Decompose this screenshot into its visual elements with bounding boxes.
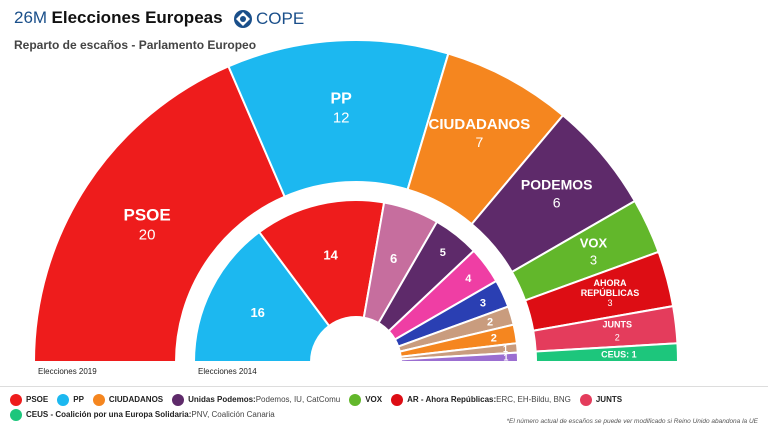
label-2019-psoe-name: PSOE (124, 206, 171, 225)
logo-text: COPE (256, 8, 305, 28)
cope-logo: COPE (233, 9, 304, 29)
legend-item: PSOE (10, 393, 49, 406)
label-2014-value-9: 1 (503, 353, 508, 363)
label-2019-psoe-value: 20 (139, 227, 156, 244)
label-2019-ceus: CEUS: 1 (601, 349, 637, 359)
legend-name: AR - Ahora Repúblicas: (407, 395, 497, 404)
legend-item: CEUS - Coalición por una Europa Solidari… (10, 408, 275, 421)
cope-logo-icon (234, 9, 253, 28)
header-prefix: 26M (14, 8, 48, 27)
legend-item: AR - Ahora Repúblicas: ERC, EH-Bildu, BN… (391, 393, 571, 406)
label-2014-value-1: 14 (323, 247, 338, 262)
label-2019-junts-name: JUNTS (602, 319, 632, 329)
seat-sector-2014-0 (192, 230, 331, 363)
legend-name: Unidas Podemos: (188, 395, 256, 404)
label-elecciones-2014: Elecciones 2014 (198, 367, 257, 376)
legend-swatch (10, 393, 22, 406)
legend-item: PP (57, 393, 84, 406)
legend-name: PSOE (26, 395, 49, 404)
legend-detail: ERC, EH-Bildu, BNG (496, 395, 571, 404)
label-2014-value-0: 16 (250, 305, 264, 320)
label-2014-value-3: 5 (440, 247, 446, 259)
legend-name: PP (73, 395, 84, 404)
separator (0, 386, 768, 387)
label-2014-value-2: 6 (390, 251, 397, 266)
inner-ring-2014 (192, 199, 520, 363)
legend-item: CIUDADANOS (92, 393, 164, 406)
label-2019-vox-name: VOX (580, 235, 608, 250)
label-2019-vox-value: 3 (590, 252, 597, 267)
label-2014-value-6: 2 (487, 317, 493, 329)
legend-swatch (391, 393, 404, 406)
outer-ring-2019 (32, 39, 680, 363)
seat-sector-2014-1 (257, 199, 386, 328)
legend-swatch (349, 393, 362, 406)
label-2019-ahora-name-1: AHORA (594, 278, 627, 288)
label-2019-ciudadanos-name: CIUDADANOS (429, 116, 531, 133)
legend-row-1: PSOE PP CIUDADANOS Unidas Podemos: Podemos,… (10, 392, 760, 407)
legend-name: JUNTS (595, 395, 623, 404)
legend-swatch (57, 393, 70, 406)
seat-sector-2019-psoe (32, 65, 287, 363)
legend-item: VOX (349, 393, 383, 406)
legend-swatch (579, 393, 592, 406)
subtitle: Reparto de escaños - Parlamento Europeo (14, 38, 257, 52)
legend-swatch (92, 393, 105, 406)
legend-row-2: CEUS - Coalición por una Europa Solidari… (10, 407, 760, 422)
legend-name: CEUS - Coalición por una Europa Solidari… (26, 410, 192, 419)
label-2019-ciudadanos-value: 7 (475, 134, 483, 150)
legend-name: CIUDADANOS (108, 395, 164, 404)
header-title: Elecciones Europeas (51, 8, 223, 27)
legend-swatch (10, 408, 22, 421)
label-2019-pp-name: PP (331, 90, 353, 107)
label-2014-value-4: 4 (465, 273, 472, 285)
label-elecciones-2019: Elecciones 2019 (38, 367, 97, 376)
label-2014-value-7: 2 (491, 332, 497, 344)
footnote: *El número actual de escaños se puede ve… (506, 418, 759, 425)
label-2014-value-5: 3 (480, 298, 486, 310)
legend-detail: PNV, Coalición Canaria (191, 410, 275, 419)
label-2019-pp-value: 12 (333, 109, 350, 126)
label-2014-value-8: 1 (503, 344, 508, 354)
seat-sector-2019-ceus (534, 342, 680, 363)
legend-swatch (172, 393, 185, 406)
header: 26M Elecciones Europeas COPE (14, 8, 754, 58)
legend: PSOE PP CIUDADANOS Unidas Podemos: Podemos,… (10, 392, 760, 422)
label-2019-podemos-value: 6 (553, 195, 561, 211)
legend-item: JUNTS (579, 393, 623, 406)
label-2019-ahora-name-2: REPÚBLICAS (581, 287, 640, 298)
seat-sector-2014-9 (399, 351, 520, 363)
legend-item: Unidas Podemos: Podemos, IU, CatComu (172, 393, 341, 406)
legend-name: VOX (365, 395, 383, 404)
label-2019-junts-value: 2 (615, 332, 620, 342)
label-2019-podemos-name: PODEMOS (521, 177, 593, 193)
legend-detail: Podemos, IU, CatComu (255, 395, 341, 404)
label-2019-ahora-value: 3 (608, 298, 613, 308)
